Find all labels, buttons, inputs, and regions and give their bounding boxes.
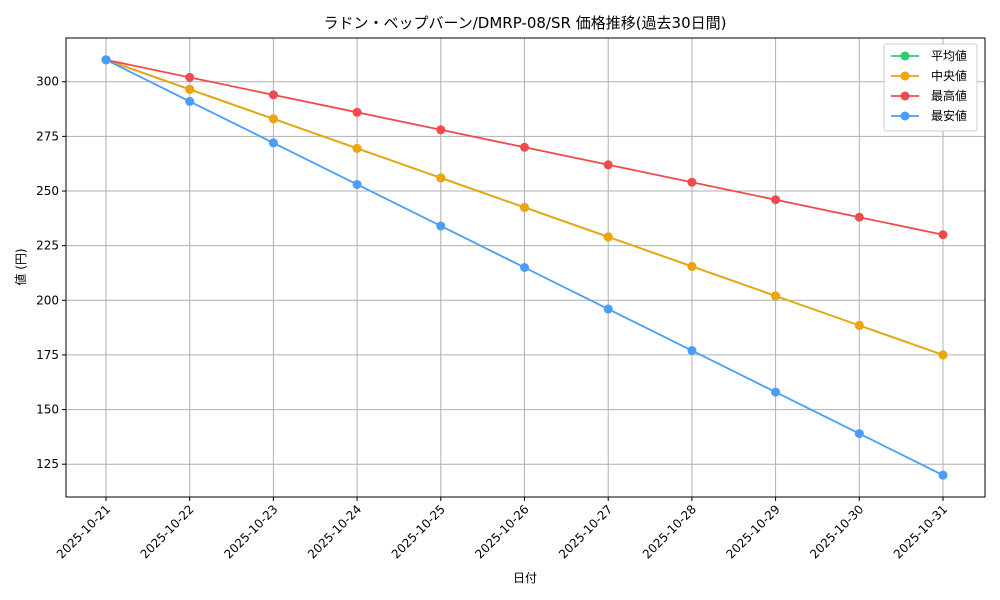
- x-tick-label: 2025-10-25: [389, 502, 448, 561]
- data-point: [268, 114, 278, 124]
- legend-marker: [900, 51, 910, 61]
- data-point: [687, 177, 697, 187]
- data-point: [771, 291, 781, 301]
- x-tick-label: 2025-10-22: [138, 502, 197, 561]
- x-tick-label: 2025-10-31: [891, 502, 950, 561]
- data-point: [436, 173, 446, 183]
- legend-label: 最高値: [931, 88, 967, 103]
- legend-marker: [900, 71, 910, 81]
- y-tick-label: 225: [36, 239, 59, 253]
- data-point: [938, 470, 948, 480]
- data-point: [185, 84, 195, 94]
- legend-label: 最安値: [931, 108, 967, 123]
- plot-frame: [65, 37, 986, 498]
- data-point: [268, 90, 278, 100]
- data-point: [854, 320, 864, 330]
- data-point: [938, 350, 948, 360]
- legend-box: [883, 43, 978, 132]
- data-point: [352, 107, 362, 117]
- data-point: [687, 261, 697, 271]
- legend-marker: [900, 111, 910, 121]
- data-point: [520, 202, 529, 212]
- data-point: [436, 221, 446, 231]
- x-axis: 2025-10-21 2025-10-22 2025-10-23 2025-10-24…: [54, 497, 950, 561]
- data-point: [185, 72, 195, 82]
- x-tick-label: 2025-10-21: [54, 502, 113, 561]
- data-point: [101, 55, 111, 65]
- x-tick-label: 2025-10-27: [556, 502, 615, 561]
- data-point: [520, 263, 529, 272]
- legend-label: 平均値: [931, 48, 967, 63]
- x-tick-label: 2025-10-24: [305, 502, 364, 561]
- y-tick-label: 300: [36, 75, 59, 89]
- x-tick-label: 2025-10-30: [807, 502, 866, 561]
- series-3: [101, 55, 948, 480]
- y-tick-label: 125: [36, 457, 59, 471]
- data-point: [938, 230, 948, 240]
- x-tick-label: 2025-10-23: [221, 502, 280, 561]
- data-point: [185, 96, 195, 106]
- y-tick-label: 175: [36, 348, 59, 362]
- y-tick-label: 150: [36, 403, 59, 417]
- data-point: [603, 304, 613, 314]
- data-point: [352, 179, 362, 189]
- y-tick-label: 275: [36, 129, 59, 143]
- y-axis-label: 値 (円): [13, 248, 28, 285]
- y-axis: 125 150 175 200 225 250 275 300: [36, 75, 66, 471]
- data-point: [854, 429, 864, 439]
- data-point: [352, 143, 362, 153]
- data-point: [520, 142, 529, 152]
- y-tick-label: 250: [36, 184, 59, 198]
- series-group: [101, 55, 948, 480]
- data-point: [854, 212, 864, 222]
- x-tick-label: 2025-10-28: [640, 502, 699, 561]
- data-point: [436, 125, 446, 135]
- x-axis-label: 日付: [513, 571, 537, 585]
- data-point: [771, 195, 781, 205]
- x-tick-label: 2025-10-29: [724, 502, 783, 561]
- data-point: [603, 160, 613, 170]
- series-2: [101, 55, 948, 240]
- x-tick-label: 2025-10-26: [472, 502, 531, 561]
- data-point: [687, 346, 697, 356]
- y-tick-label: 200: [36, 293, 59, 307]
- data-point: [268, 138, 278, 148]
- legend-marker: [900, 91, 910, 101]
- chart-title: ラドン・ベップバーン/DMRP-08/SR 価格推移(過去30日間): [324, 14, 727, 32]
- legend-label: 中央値: [931, 68, 967, 83]
- data-point: [603, 232, 613, 242]
- data-point: [771, 387, 781, 397]
